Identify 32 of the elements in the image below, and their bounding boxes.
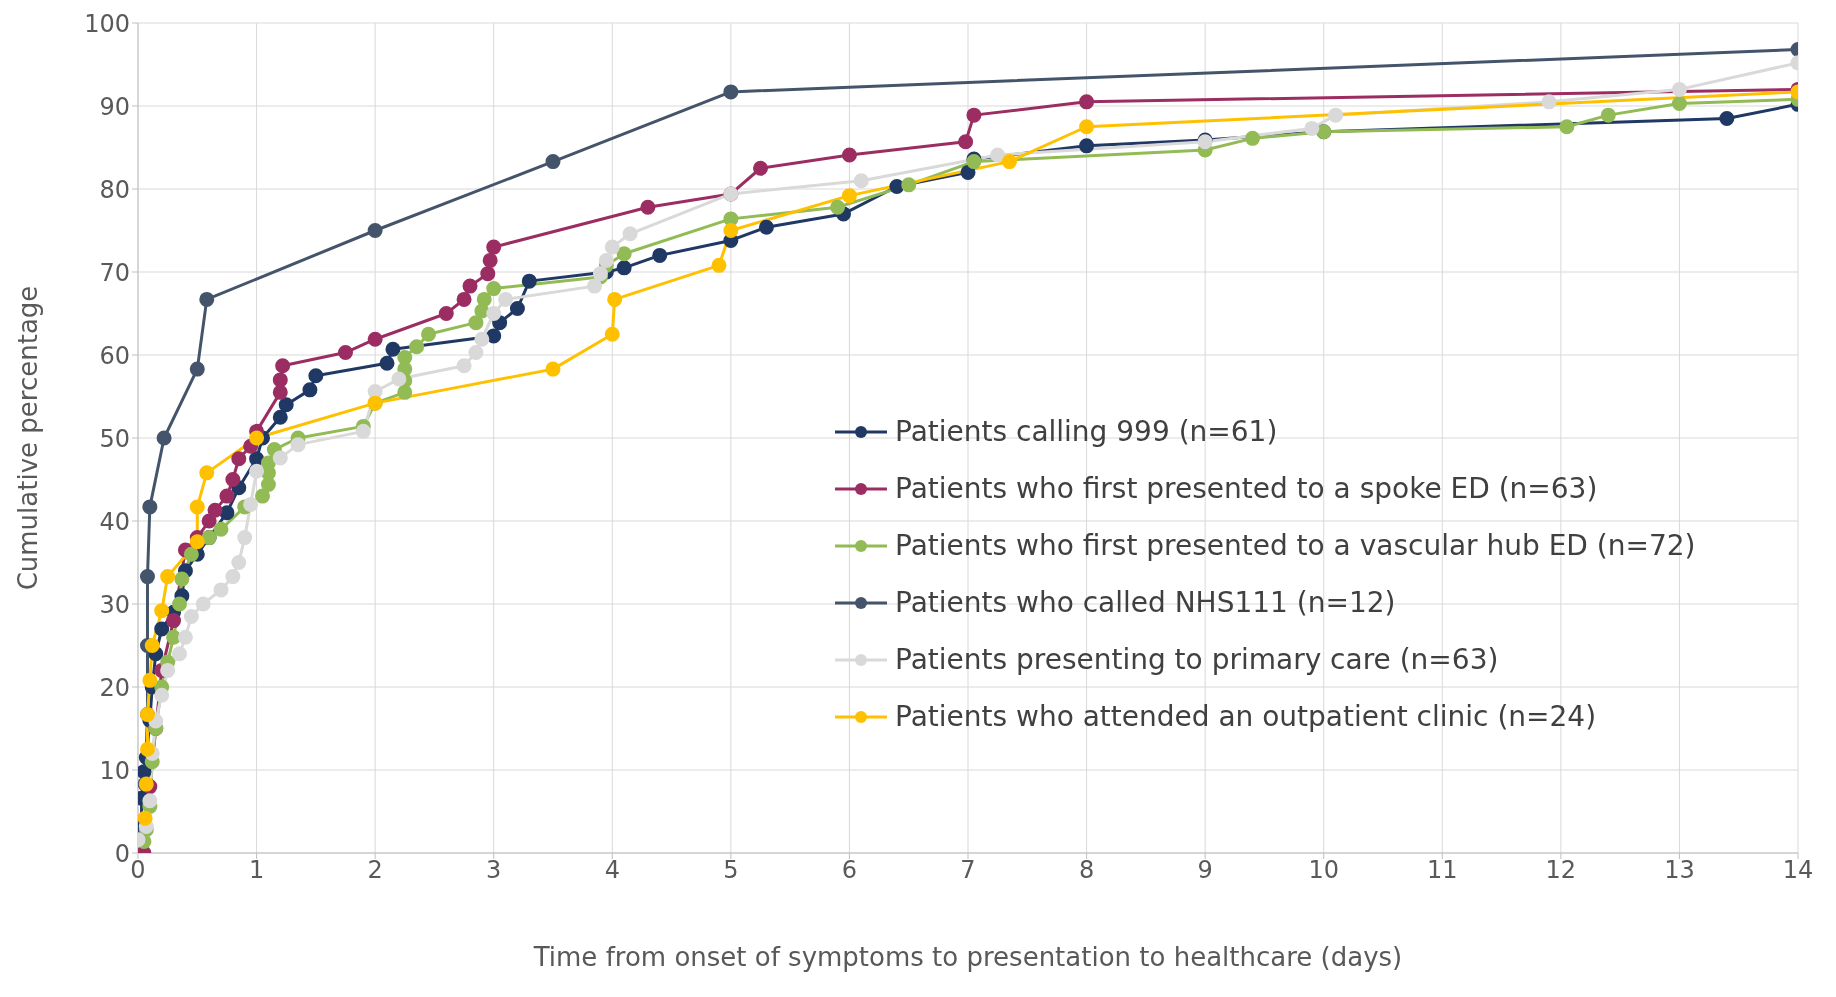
legend-label: Patients who first presented to a vascular hub ED (n=72) <box>895 528 1696 564</box>
y-tick-label: 90 <box>99 92 130 121</box>
legend-label: Patients calling 999 (n=61) <box>895 414 1278 450</box>
y-tick-label: 50 <box>99 424 130 453</box>
legend-label: Patients who called NHS111 (n=12) <box>895 585 1396 621</box>
x-tick-label: 14 <box>1782 856 1814 885</box>
x-tick-label: 5 <box>723 856 739 885</box>
y-tick-label: 20 <box>99 673 130 702</box>
y-tick-label: 60 <box>99 341 130 370</box>
y-tick-label: 40 <box>99 507 130 536</box>
y-tick-label: 80 <box>99 175 130 204</box>
x-tick-label: 7 <box>960 856 976 885</box>
y-tick-label: 100 <box>84 9 130 38</box>
x-tick-label: 3 <box>486 856 502 885</box>
x-tick-label: 6 <box>841 856 858 885</box>
x-tick-label: 1 <box>248 856 265 885</box>
x-tick-label: 11 <box>1427 856 1458 885</box>
x-tick-label: 10 <box>1308 856 1339 885</box>
y-axis-title: Cumulative percentage <box>13 285 44 591</box>
y-tick-label: 30 <box>99 590 130 619</box>
x-tick-label: 2 <box>367 856 383 885</box>
x-tick-label: 12 <box>1545 856 1577 885</box>
legend-label: Patients presenting to primary care (n=63) <box>895 642 1499 678</box>
x-tick-label: 9 <box>1197 856 1213 885</box>
x-tick-label: 4 <box>604 856 620 885</box>
legend-label: Patients who first presented to a spoke ED (n=63) <box>895 471 1598 507</box>
x-tick-label: 13 <box>1664 856 1695 885</box>
x-tick-label: 8 <box>1078 856 1095 885</box>
y-tick-label: 70 <box>99 258 130 287</box>
legend-label: Patients who attended an outpatient clinic (n=24) <box>895 699 1597 735</box>
x-axis-title: Time from onset of symptoms to presentation to healthcare (days) <box>532 942 1403 973</box>
y-tick-label: 10 <box>99 756 130 785</box>
